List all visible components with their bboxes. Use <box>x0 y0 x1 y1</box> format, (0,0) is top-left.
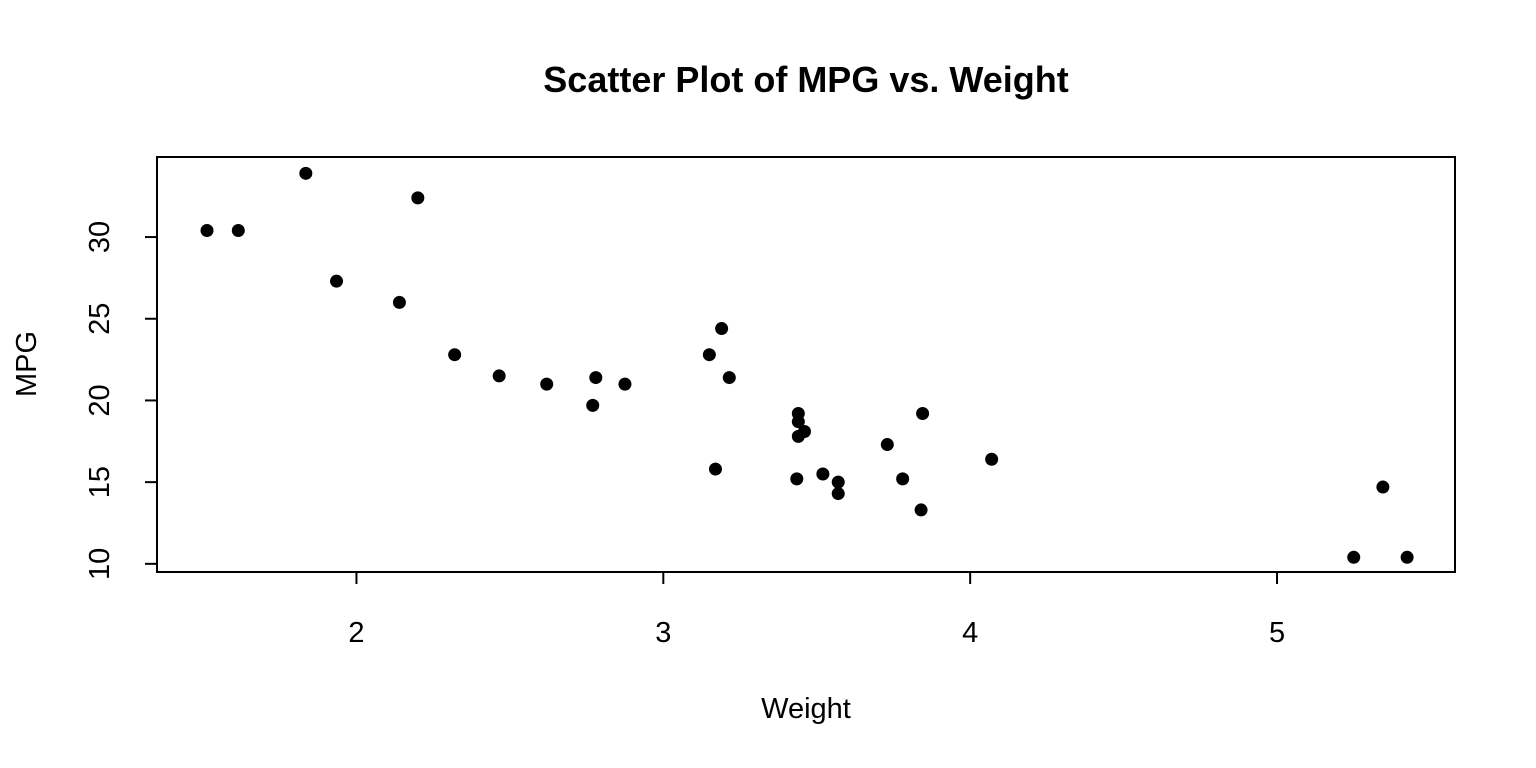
x-axis: 2 3 4 5 <box>348 571 1285 649</box>
plot-frame <box>156 156 1456 573</box>
scatter-point <box>448 348 462 362</box>
scatter-point <box>618 377 632 391</box>
scatter-point <box>330 274 344 288</box>
scatter-point <box>411 191 425 205</box>
scatter-point <box>715 322 729 336</box>
y-tick-label: 30 <box>84 221 116 253</box>
x-tick-label: 2 <box>348 617 364 649</box>
scatter-point <box>896 472 910 486</box>
scatter-point <box>540 377 554 391</box>
y-tick-label: 15 <box>84 466 116 498</box>
chart-title: Scatter Plot of MPG vs. Weight <box>543 59 1068 100</box>
scatter-point <box>916 407 930 421</box>
scatter-point <box>231 224 245 238</box>
x-tick-label: 3 <box>655 617 671 649</box>
scatter-point <box>392 295 406 309</box>
scatter-point <box>1376 480 1390 494</box>
scatter-point <box>985 452 999 466</box>
x-tick-label: 4 <box>962 617 978 649</box>
scatter-point <box>200 224 214 238</box>
scatter-point <box>791 429 805 443</box>
scatter-point <box>914 503 928 517</box>
scatter-point <box>831 487 845 501</box>
scatter-point <box>790 472 804 486</box>
x-axis-label: Weight <box>761 693 851 725</box>
scatter-point <box>492 369 506 383</box>
scatter-point <box>816 467 830 481</box>
scatter-point <box>1347 550 1361 564</box>
y-axis-label: MPG <box>11 331 43 397</box>
scatter-point <box>831 475 845 489</box>
scatter-point <box>1400 550 1414 564</box>
y-tick-label: 20 <box>84 384 116 416</box>
scatter-point <box>299 166 313 180</box>
x-tick-label: 5 <box>1269 617 1285 649</box>
scatter-point <box>586 398 600 412</box>
scatter-point <box>722 371 736 385</box>
y-axis: 10 15 20 25 30 <box>84 221 158 580</box>
y-tick-label: 25 <box>84 303 116 335</box>
y-tick-label: 10 <box>84 548 116 580</box>
scatter-point <box>791 407 805 421</box>
scatter-point <box>880 438 894 452</box>
data-points <box>200 166 1414 564</box>
scatter-point <box>589 371 603 385</box>
scatter-point <box>702 348 716 362</box>
scatter-point <box>708 462 722 476</box>
